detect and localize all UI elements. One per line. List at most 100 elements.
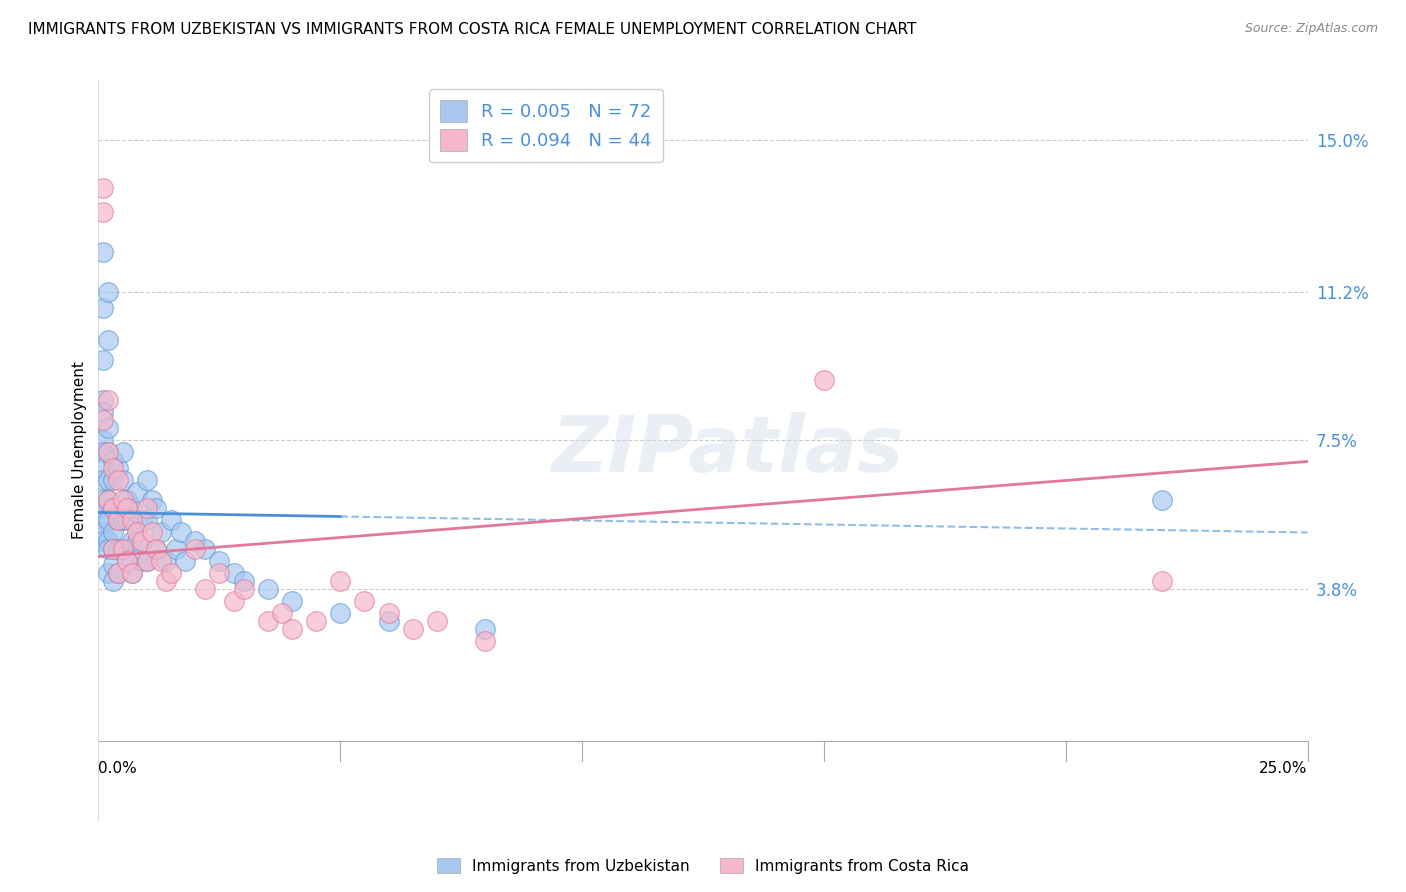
Point (91, 461, 114, 475)
Point (97, 514, 120, 528)
Point (222, 566, 245, 580)
Point (97, 474, 120, 488)
Point (194, 582, 217, 596)
Point (141, 493, 163, 508)
Point (281, 622, 304, 636)
Point (97, 445, 120, 459)
Legend: R = 0.005   N = 72, R = 0.094   N = 44: R = 0.005 N = 72, R = 0.094 N = 44 (429, 89, 662, 162)
Point (91, 474, 114, 488)
Text: 25.0%: 25.0% (1260, 761, 1308, 776)
Point (91, 445, 114, 459)
Point (271, 606, 294, 620)
Point (1152, 493, 1174, 508)
Point (353, 593, 375, 607)
Point (91, 514, 114, 528)
Point (305, 614, 328, 628)
Point (107, 541, 129, 556)
Point (107, 461, 129, 475)
Point (107, 514, 129, 528)
Point (121, 566, 143, 580)
Point (111, 445, 134, 459)
Point (232, 574, 254, 588)
Point (121, 566, 143, 580)
Point (91, 393, 114, 408)
Point (184, 541, 207, 556)
Point (150, 553, 173, 567)
Point (813, 373, 835, 387)
Point (97, 541, 120, 556)
Point (194, 541, 217, 556)
Point (135, 501, 157, 516)
Point (208, 566, 231, 580)
Point (101, 501, 124, 516)
Point (91, 493, 114, 508)
Text: ZIPatlas: ZIPatlas (551, 412, 903, 489)
Point (101, 558, 124, 572)
Point (101, 461, 124, 475)
Point (107, 474, 129, 488)
Point (426, 614, 449, 628)
Point (91, 525, 114, 540)
Point (101, 574, 124, 588)
Point (131, 514, 153, 528)
Point (117, 493, 139, 508)
Point (145, 541, 167, 556)
Point (131, 553, 153, 567)
Point (135, 553, 157, 567)
Point (107, 514, 129, 528)
Point (97, 285, 120, 300)
Point (101, 525, 124, 540)
Text: IMMIGRANTS FROM UZBEKISTAN VS IMMIGRANTS FROM COSTA RICA FEMALE UNEMPLOYMENT COR: IMMIGRANTS FROM UZBEKISTAN VS IMMIGRANTS… (28, 22, 917, 37)
Point (141, 525, 163, 540)
Point (256, 614, 278, 628)
Point (184, 533, 207, 548)
Point (91, 353, 114, 368)
Point (127, 525, 149, 540)
Point (91, 434, 114, 448)
Point (111, 514, 134, 528)
Point (107, 566, 129, 580)
Point (97, 334, 120, 348)
Point (101, 474, 124, 488)
Point (121, 514, 143, 528)
Point (377, 606, 399, 620)
Point (474, 633, 496, 648)
Point (111, 493, 134, 508)
Point (97, 421, 120, 435)
Point (1152, 574, 1174, 588)
Point (97, 493, 120, 508)
Point (145, 541, 167, 556)
Point (165, 541, 187, 556)
Point (160, 566, 183, 580)
Point (150, 525, 173, 540)
Point (256, 582, 278, 596)
Point (91, 205, 114, 219)
Point (329, 606, 352, 620)
Point (474, 622, 496, 636)
Point (91, 245, 114, 260)
Legend: Immigrants from Uzbekistan, Immigrants from Costa Rica: Immigrants from Uzbekistan, Immigrants f… (430, 852, 976, 880)
Point (135, 474, 157, 488)
Point (117, 553, 139, 567)
Point (135, 514, 157, 528)
Point (111, 474, 134, 488)
Point (121, 533, 143, 548)
Point (155, 553, 177, 567)
Point (91, 301, 114, 316)
Point (135, 553, 157, 567)
Point (97, 393, 120, 408)
Point (145, 501, 167, 516)
Point (111, 541, 134, 556)
Point (117, 514, 139, 528)
Point (127, 533, 149, 548)
Point (117, 553, 139, 567)
Point (121, 501, 143, 516)
Point (91, 405, 114, 419)
Point (117, 501, 139, 516)
Point (91, 181, 114, 195)
Point (97, 566, 120, 580)
Point (281, 593, 304, 607)
Point (97, 445, 120, 459)
Point (101, 541, 124, 556)
Point (127, 485, 149, 500)
